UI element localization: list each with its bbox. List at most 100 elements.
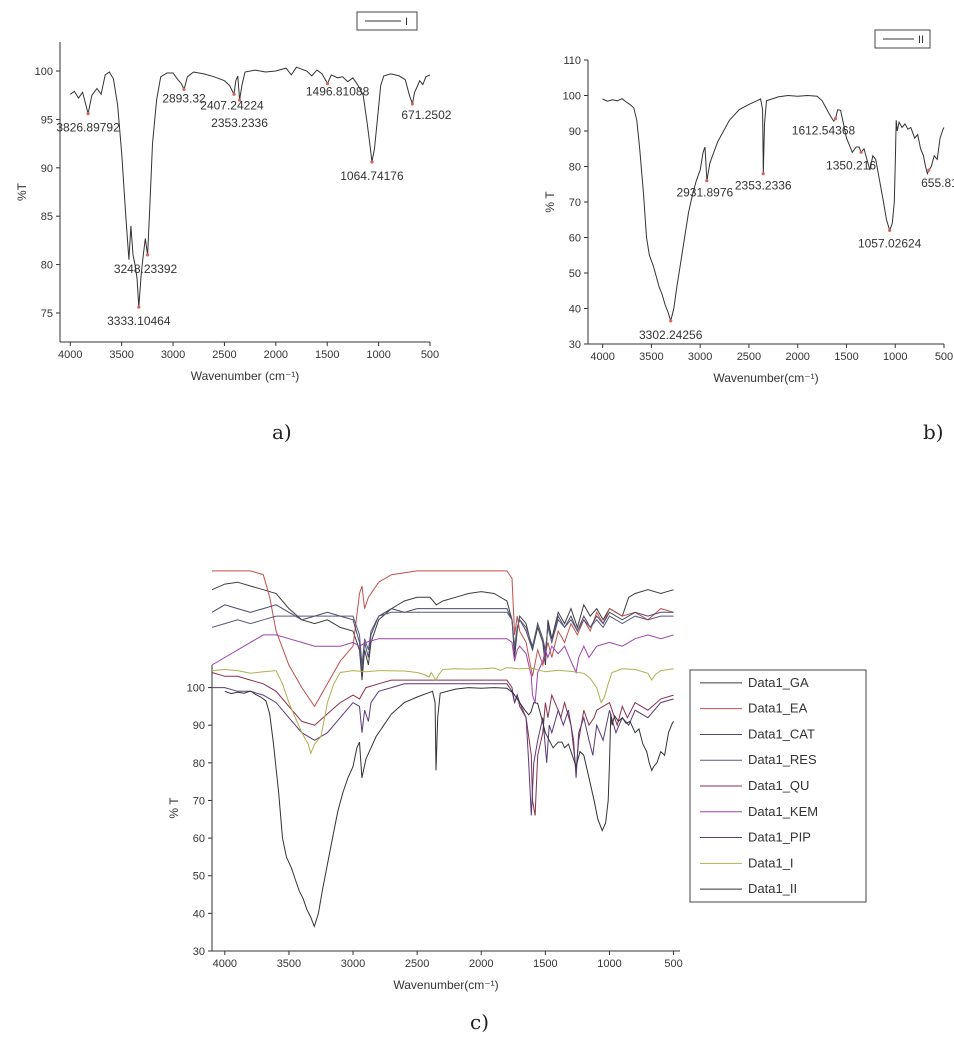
x-axis-title: Wavenumber(cm⁻¹) [713, 371, 818, 385]
legend-label: Data1_RES [748, 752, 817, 767]
y-tick-label: 100 [35, 66, 53, 78]
caption-b: b) [923, 420, 944, 444]
y-axis-title: % T [543, 191, 557, 213]
series-line-data1-res [211, 611, 674, 666]
legend-label: Data1_II [748, 881, 797, 896]
legend-label: Data1_KEM [748, 804, 818, 819]
caption-a: a) [272, 420, 292, 444]
peak-marker [859, 150, 863, 154]
chart-a: 4000 3500 3000 2500 2000 1500 1000 500 75 80 85 90 9… [15, 11, 452, 383]
x-tick-label: 1000 [883, 351, 907, 363]
peak-marker [833, 116, 838, 121]
y-tick-label: 100 [563, 91, 581, 103]
peak-label: 655.819 [921, 176, 954, 190]
x-tick-label: 1000 [366, 349, 390, 361]
series-line-i [70, 66, 431, 308]
peak-label: 2931.8976 [676, 186, 733, 200]
x-axis-title: Wavenumber(cm⁻¹) [393, 978, 498, 992]
peak-marker [237, 98, 242, 102]
peak-label: 1496.81088 [306, 85, 370, 99]
y-tick-label: 90 [193, 720, 205, 732]
peak-marker [888, 228, 892, 232]
chart-c: 4000 3500 3000 2500 2000 1500 1000 500 30 40 50 60 7… [167, 570, 867, 992]
series-line-data1-i [211, 667, 674, 755]
x-tick-label: 3000 [688, 351, 712, 363]
x-tick-label: 2000 [264, 349, 288, 361]
x-tick-label: 3500 [109, 349, 133, 361]
peak-label: 2353.2336 [211, 116, 268, 130]
y-tick-label: 60 [193, 833, 205, 845]
x-tick-label: 4000 [590, 351, 614, 363]
peak-marker [705, 179, 709, 183]
x-tick-label: 1500 [834, 351, 858, 363]
legend-label: II [918, 34, 924, 46]
peak-label: 2407.24224 [200, 98, 264, 112]
peak-marker [145, 253, 150, 257]
x-tick-label: 2000 [469, 958, 493, 970]
x-tick-label: 3500 [639, 351, 663, 363]
legend-label: Data1_CAT [748, 726, 815, 741]
y-tick-label: 90 [569, 126, 581, 138]
peak-marker [410, 102, 414, 106]
y-tick-label: 90 [41, 163, 53, 175]
y-axis-title: %T [15, 182, 29, 201]
x-tick-label: 1500 [315, 349, 339, 361]
legend-label: Data1_EA [748, 701, 808, 716]
peak-label: 3248.23392 [114, 262, 178, 276]
y-tick-label: 60 [569, 233, 581, 245]
caption-c: c) [470, 1010, 490, 1034]
legend-label: I [405, 16, 408, 28]
x-tick-label: 1500 [533, 958, 557, 970]
y-tick-label: 80 [41, 260, 53, 272]
peak-label: 3826.89792 [56, 121, 120, 135]
y-tick-label: 50 [193, 871, 205, 883]
peak-label: 3333.10464 [107, 314, 171, 328]
peak-marker [86, 112, 90, 116]
peak-label: 1057.02624 [858, 236, 922, 250]
peak-marker [232, 92, 236, 96]
peak-label: 1350.216 [826, 158, 876, 172]
chart-b: 4000 3500 3000 2500 2000 1500 1000 500 30 40 50 60 7… [543, 29, 954, 385]
series-line-data1-qu [211, 672, 674, 816]
y-tick-label: 40 [193, 908, 205, 920]
x-tick-label: 2500 [737, 351, 761, 363]
legend-label: Data1_GA [748, 675, 809, 690]
peak-label: 2893.32 [162, 91, 206, 105]
series-line-data1-ea [212, 570, 674, 708]
y-tick-label: 30 [193, 946, 205, 958]
peak-marker [669, 319, 673, 323]
x-tick-label: 4000 [58, 349, 82, 361]
y-tick-label: 95 [41, 114, 53, 126]
peak-label: 3302.24256 [639, 328, 703, 342]
peak-label: 1612.54368 [792, 124, 856, 138]
x-tick-label: 3500 [277, 958, 301, 970]
peak-label: 1064.74176 [340, 169, 404, 183]
x-tick-label: 2000 [785, 351, 809, 363]
y-tick-label: 50 [569, 268, 581, 280]
series-line-data1-ii [224, 687, 675, 929]
peak-marker [182, 87, 186, 92]
peak-marker [761, 172, 765, 176]
y-tick-label: 30 [569, 339, 581, 351]
x-tick-label: 3000 [341, 958, 365, 970]
peak-marker [325, 82, 330, 86]
y-tick-label: 75 [41, 308, 53, 320]
y-tick-label: 70 [193, 795, 205, 807]
x-tick-label: 500 [935, 351, 953, 363]
y-tick-label: 80 [569, 162, 581, 174]
series-line-data1-cat [211, 604, 674, 673]
series-line-data1-ga [211, 581, 674, 681]
peak-marker [370, 160, 374, 164]
legend-label: Data1_PIP [748, 830, 811, 845]
y-tick-label: 40 [569, 304, 581, 316]
peak-label: 671.2502 [401, 108, 451, 122]
legend-label: Data1_I [748, 855, 794, 870]
x-tick-label: 500 [664, 958, 682, 970]
y-axis-title: % T [167, 797, 181, 819]
series-line-data1-kem [211, 634, 674, 703]
peak-label: 2353.2336 [735, 179, 792, 193]
x-tick-label: 1000 [597, 958, 621, 970]
y-tick-label: 85 [41, 211, 53, 223]
peak-marker [137, 305, 141, 309]
x-tick-label: 2500 [405, 958, 429, 970]
